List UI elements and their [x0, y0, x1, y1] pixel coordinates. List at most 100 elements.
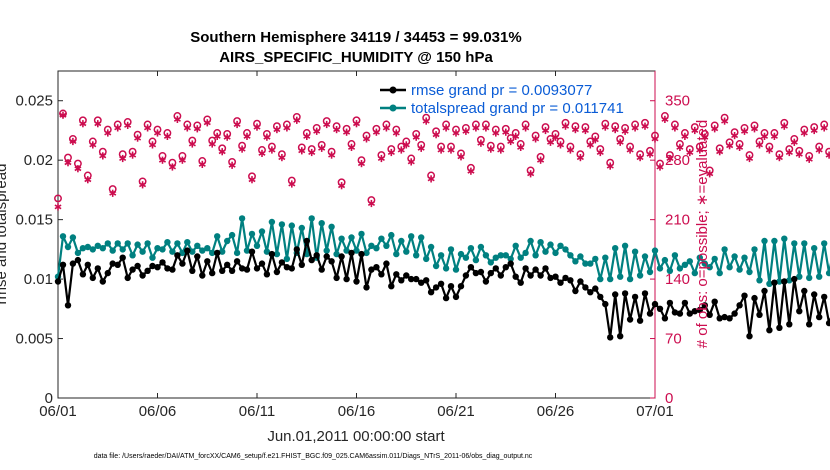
rmse-point — [348, 249, 355, 257]
y-tick-label: 0.005 — [15, 331, 53, 348]
rmse-point — [721, 313, 728, 321]
rmse-point — [398, 277, 405, 284]
obs-evaluated-point — [193, 125, 201, 133]
obs-evaluated-point — [487, 145, 495, 153]
obs-evaluated-point — [810, 126, 818, 135]
y-tick-label-right: 210 — [665, 212, 690, 229]
totalspread-point — [333, 250, 340, 258]
obs-evaluated-point — [760, 132, 768, 140]
rmse-point — [233, 258, 241, 265]
series-totalspread — [54, 215, 830, 287]
obs-evaluated-point — [119, 154, 127, 163]
totalspread-point — [592, 255, 599, 263]
rmse-point — [626, 316, 634, 323]
totalspread-point — [497, 252, 504, 259]
obs-evaluated-point — [64, 159, 72, 167]
totalspread-point — [597, 275, 604, 283]
rmse-point — [403, 272, 410, 279]
rmse-point — [572, 287, 579, 295]
totalspread-point — [636, 272, 644, 279]
obs-evaluated-point — [621, 127, 629, 135]
rmse-point — [74, 256, 82, 264]
obs-evaluated-point — [362, 135, 370, 143]
obs-evaluated-point — [551, 133, 560, 141]
rmse-point — [617, 333, 624, 340]
obs-evaluated-point — [566, 146, 574, 154]
obs-evaluated-point — [482, 124, 490, 132]
rmse-point — [84, 261, 92, 268]
totalspread-point — [189, 248, 196, 255]
totalspread-point — [776, 278, 783, 285]
totalspread-point — [209, 249, 216, 257]
y-tick-label-right: 350 — [665, 93, 690, 110]
obs-evaluated-point — [313, 127, 321, 135]
totalspread-point — [482, 252, 490, 259]
rmse-point — [194, 253, 201, 260]
totalspread-point — [114, 240, 121, 247]
rmse-point — [452, 293, 460, 301]
totalspread-point — [214, 233, 221, 240]
totalspread-point — [487, 259, 494, 266]
obs-evaluated-point — [780, 122, 788, 130]
obs-evaluated-point — [785, 148, 793, 157]
totalspread-point — [656, 265, 664, 272]
totalspread-point — [711, 255, 718, 263]
obs-evaluated-point — [144, 124, 152, 132]
rmse-point — [457, 283, 465, 290]
legend-rmse-label: rmse grand pr = 0.0093077 — [411, 82, 592, 99]
rmse-point — [209, 269, 216, 277]
obs-evaluated-point — [54, 203, 62, 211]
y-tick-label: 0.01 — [24, 271, 53, 288]
obs-evaluated-point — [606, 162, 614, 170]
rmse-point — [706, 311, 713, 318]
rmse-point — [114, 261, 121, 268]
obs-evaluated-point — [283, 124, 291, 132]
obs-evaluated-point — [755, 141, 763, 149]
obs-evaluated-point — [676, 143, 684, 151]
totalspread-point — [288, 222, 295, 229]
totalspread-point — [661, 256, 669, 264]
obs-evaluated-point — [532, 135, 540, 143]
obs-evaluated-point — [288, 180, 296, 188]
rmse-point — [383, 260, 390, 267]
totalspread-point — [607, 275, 614, 283]
totalspread-point — [104, 240, 112, 247]
totalspread-point — [243, 247, 251, 254]
totalspread-point — [343, 247, 350, 254]
obs-evaluated-point — [721, 117, 729, 125]
series-rmse — [54, 237, 830, 341]
rmse-point — [776, 324, 783, 331]
rmse-point — [79, 271, 87, 278]
totalspread-point — [378, 235, 385, 242]
obs-evaluated-point — [432, 131, 440, 139]
rmse-point — [134, 262, 141, 270]
obs-evaluated-point — [656, 163, 664, 171]
totalspread-point — [184, 239, 191, 246]
totalspread-point — [547, 241, 554, 248]
rmse-point — [159, 259, 166, 266]
obs-evaluated-point — [69, 137, 77, 146]
rmse-point — [338, 253, 345, 260]
obs-evaluated-point — [263, 133, 271, 141]
totalspread-point — [457, 250, 465, 258]
obs-evaluated-point — [741, 127, 749, 135]
obs-evaluated-point — [163, 132, 171, 140]
obs-evaluated-point — [84, 176, 92, 184]
obs-evaluated-point — [696, 146, 704, 154]
rmse-point — [552, 273, 559, 280]
rmse-point — [368, 266, 375, 273]
obs-evaluated-point — [139, 181, 147, 189]
totalspread-point — [771, 237, 778, 245]
rmse-point — [258, 260, 266, 267]
y-axis-right: 0 70 140 210 280 350 — [650, 71, 690, 407]
rmse-point — [243, 266, 251, 273]
totalspread-point — [502, 252, 509, 259]
rmse-point — [557, 279, 564, 286]
rmse-point — [393, 271, 400, 278]
rmse-point — [323, 253, 330, 260]
obs-evaluated-point — [158, 156, 166, 164]
obs-evaluated-point — [502, 128, 510, 136]
rmse-point — [89, 274, 97, 282]
data-file-footnote: data file: /Users/raeder/DAI/ATM_forcXX/… — [94, 453, 533, 460]
obs-evaluated-point — [427, 175, 435, 183]
